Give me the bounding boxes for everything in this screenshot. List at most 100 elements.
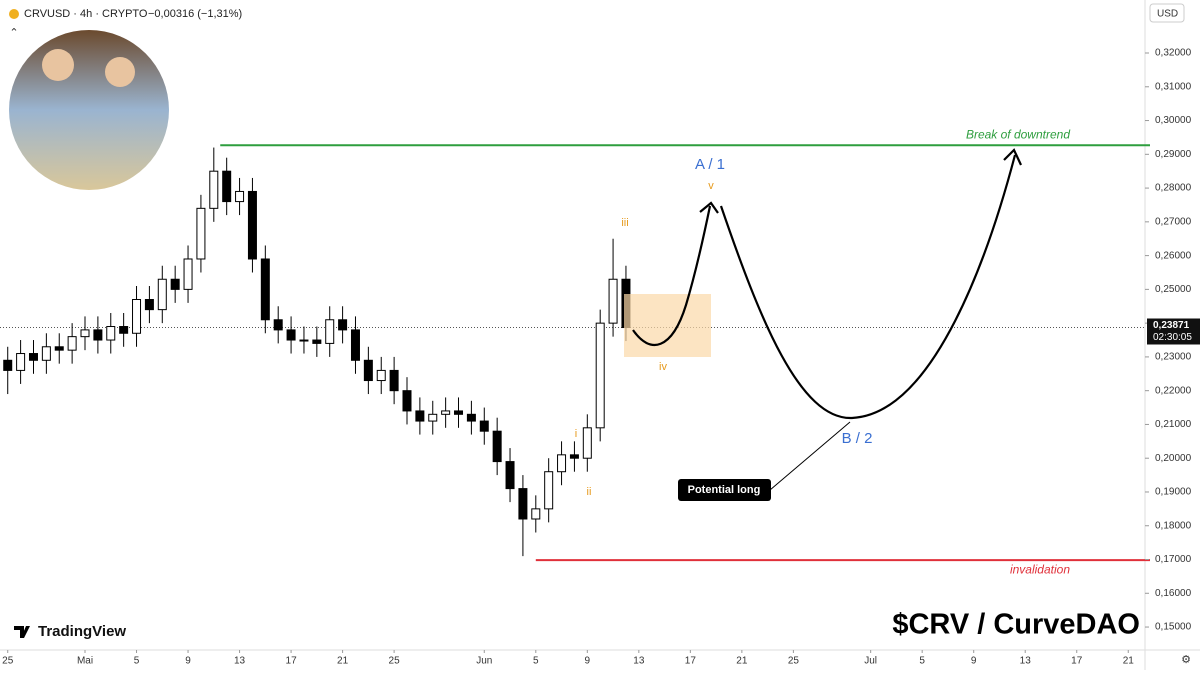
candle-body bbox=[582, 427, 592, 459]
candle-body bbox=[363, 359, 373, 382]
candle-body bbox=[338, 319, 348, 331]
candle-body bbox=[325, 319, 335, 344]
plot: Break of downtrend invalidation bbox=[0, 127, 1150, 576]
wave-label: iv bbox=[659, 361, 667, 373]
avatar-detail bbox=[42, 49, 74, 81]
x-tick-label: 17 bbox=[1071, 656, 1083, 667]
projection bbox=[632, 205, 712, 347]
wave-label: iii bbox=[621, 217, 628, 229]
x-tick-label: 9 bbox=[971, 656, 977, 667]
change: −0,00316 (−1,31%) bbox=[148, 8, 242, 20]
candle-body bbox=[402, 390, 412, 412]
candle-body bbox=[466, 413, 476, 422]
y-tick-label: 0,16000 bbox=[1155, 588, 1192, 599]
zone bbox=[624, 294, 711, 357]
candle-body bbox=[544, 471, 554, 510]
candle-body bbox=[454, 410, 464, 415]
x-tick-label: 13 bbox=[633, 656, 645, 667]
candle-body bbox=[389, 369, 399, 392]
candle-body bbox=[557, 454, 567, 473]
x-tick-label: 21 bbox=[1123, 656, 1135, 667]
x-tick-label: 17 bbox=[685, 656, 697, 667]
candle-body bbox=[196, 207, 206, 260]
avatar-detail bbox=[105, 57, 135, 87]
currency: USD bbox=[1157, 9, 1178, 20]
candle-body bbox=[376, 369, 386, 382]
x-tick-label: 21 bbox=[337, 656, 349, 667]
x-tick-label: Jul bbox=[864, 656, 877, 667]
x-tick-label: 25 bbox=[2, 656, 14, 667]
y-tick-label: 0,17000 bbox=[1155, 554, 1192, 565]
candle-body bbox=[595, 322, 605, 429]
level-label: Break of downtrend bbox=[966, 127, 1070, 141]
projection bbox=[719, 154, 1017, 420]
candle-body bbox=[235, 190, 245, 203]
wave-label: i bbox=[575, 428, 577, 440]
watermark: $CRV / CurveDAO bbox=[892, 609, 1140, 641]
candle-body bbox=[28, 353, 38, 361]
wave-label: ii bbox=[587, 486, 592, 498]
candle-body bbox=[531, 508, 541, 520]
y-tick-label: 0,21000 bbox=[1155, 419, 1192, 430]
x-tick-label: 9 bbox=[585, 656, 591, 667]
x-tick-label: 9 bbox=[185, 656, 191, 667]
x-tick-label: 5 bbox=[134, 656, 140, 667]
candle-body bbox=[93, 329, 103, 341]
y-tick-label: 0,31000 bbox=[1155, 81, 1192, 92]
candle-body bbox=[144, 299, 154, 311]
last-price-label: 0,23871 bbox=[1153, 320, 1190, 331]
candle-body bbox=[132, 299, 142, 334]
wave-label: A / 1 bbox=[695, 156, 725, 173]
y-tick-label: 0,30000 bbox=[1155, 115, 1192, 126]
wave-label: B / 2 bbox=[842, 430, 873, 447]
callout-box bbox=[678, 479, 771, 501]
candle-body bbox=[428, 413, 438, 422]
candle-body bbox=[16, 353, 26, 371]
candle-body bbox=[441, 410, 451, 415]
currency-box[interactable] bbox=[1149, 3, 1185, 23]
x-tick-label: 5 bbox=[919, 656, 925, 667]
settings[interactable]: ⚙ bbox=[1181, 654, 1191, 666]
y-tick-label: 0,19000 bbox=[1155, 487, 1192, 498]
candle-body bbox=[569, 454, 579, 459]
candle-body bbox=[67, 336, 77, 351]
x-tick-label: Jun bbox=[476, 656, 492, 667]
brand-logo bbox=[14, 626, 30, 638]
y-tick-label: 0,18000 bbox=[1155, 520, 1192, 531]
wave-label: v bbox=[708, 180, 714, 192]
candle-body bbox=[54, 346, 64, 351]
candle-body bbox=[41, 346, 51, 361]
candle-body bbox=[299, 339, 309, 342]
callout-line bbox=[769, 421, 851, 491]
candle-body bbox=[80, 329, 90, 338]
y-tick-label: 0,22000 bbox=[1155, 385, 1192, 396]
x-tick-label: 25 bbox=[788, 656, 800, 667]
y-tick-label: 0,27000 bbox=[1155, 216, 1192, 227]
candle-body bbox=[505, 461, 515, 490]
candle-body bbox=[608, 278, 618, 324]
candle-body bbox=[106, 326, 116, 341]
candle-body bbox=[247, 190, 257, 260]
y-tick-label: 0,20000 bbox=[1155, 453, 1192, 464]
candle-body bbox=[119, 326, 129, 334]
y-tick-label: 0,26000 bbox=[1155, 250, 1192, 261]
candle-body bbox=[273, 319, 283, 331]
candle-body bbox=[312, 339, 322, 344]
candle-body bbox=[170, 278, 180, 290]
avatar bbox=[9, 30, 169, 190]
brand: TradingView bbox=[38, 623, 126, 640]
candle-body bbox=[415, 410, 425, 422]
y-tick-label: 0,23000 bbox=[1155, 352, 1192, 363]
x-tick-label: 17 bbox=[286, 656, 298, 667]
arrow-head bbox=[1003, 148, 1022, 166]
x-tick-label: 13 bbox=[234, 656, 246, 667]
x-tick-label: 25 bbox=[389, 656, 401, 667]
candle-body bbox=[479, 420, 489, 432]
candle-body bbox=[350, 329, 360, 361]
candle-body bbox=[209, 170, 219, 209]
x-tick-label: 21 bbox=[736, 656, 748, 667]
candle-body bbox=[157, 278, 167, 311]
collapse[interactable]: ⌃ bbox=[9, 27, 18, 39]
x-tick-label: 13 bbox=[1020, 656, 1032, 667]
